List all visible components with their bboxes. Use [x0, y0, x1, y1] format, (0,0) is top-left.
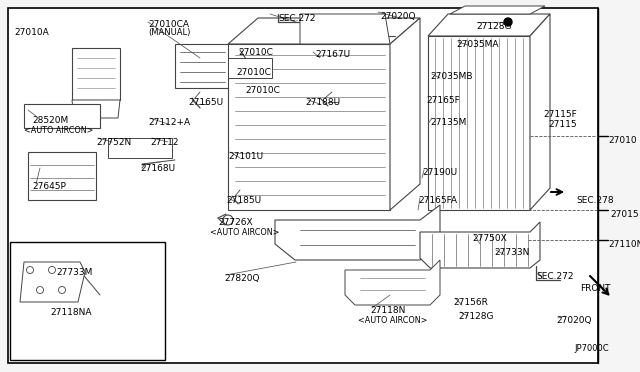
- Polygon shape: [28, 152, 96, 200]
- Text: 27185U: 27185U: [226, 196, 261, 205]
- Circle shape: [504, 18, 512, 26]
- Circle shape: [58, 286, 65, 294]
- Text: 27110N: 27110N: [608, 240, 640, 249]
- Text: 27733N: 27733N: [494, 248, 529, 257]
- Polygon shape: [20, 262, 85, 302]
- Circle shape: [26, 266, 33, 273]
- Polygon shape: [428, 14, 550, 36]
- Circle shape: [223, 215, 233, 225]
- Text: JP7000C: JP7000C: [574, 344, 609, 353]
- Text: 27020Q: 27020Q: [380, 12, 415, 21]
- Text: FRONT: FRONT: [580, 284, 611, 293]
- Text: 27752N: 27752N: [96, 138, 131, 147]
- Text: 27010C: 27010C: [236, 68, 271, 77]
- Text: 27010A: 27010A: [14, 28, 49, 37]
- Text: 27010C: 27010C: [238, 48, 273, 57]
- Polygon shape: [175, 44, 230, 88]
- Text: 27165F: 27165F: [426, 96, 460, 105]
- Text: 27165FA: 27165FA: [418, 196, 457, 205]
- Circle shape: [49, 266, 56, 273]
- Polygon shape: [345, 260, 440, 305]
- Text: 27167U: 27167U: [315, 50, 350, 59]
- Polygon shape: [228, 44, 390, 210]
- Polygon shape: [390, 18, 420, 210]
- Text: <AUTO AIRCON>: <AUTO AIRCON>: [24, 126, 93, 135]
- Text: SEC.272: SEC.272: [278, 14, 316, 23]
- Text: <AUTO AIRCON>: <AUTO AIRCON>: [210, 228, 280, 237]
- Bar: [10, 242, 165, 360]
- Text: 27112+A: 27112+A: [148, 118, 190, 127]
- Text: 27115: 27115: [548, 120, 577, 129]
- Polygon shape: [24, 104, 100, 128]
- Text: 27010: 27010: [608, 136, 637, 145]
- Polygon shape: [428, 36, 530, 210]
- Text: 27820Q: 27820Q: [224, 274, 259, 283]
- Text: 27645P: 27645P: [32, 182, 66, 191]
- Text: 27128G: 27128G: [476, 22, 511, 31]
- Text: 27010CA: 27010CA: [148, 20, 189, 29]
- Polygon shape: [530, 14, 550, 210]
- Polygon shape: [275, 205, 440, 260]
- Text: (MANUAL): (MANUAL): [148, 28, 190, 37]
- Text: 27168U: 27168U: [140, 164, 175, 173]
- Polygon shape: [228, 18, 420, 44]
- Text: 27156R: 27156R: [453, 298, 488, 307]
- Text: 27188U: 27188U: [305, 98, 340, 107]
- Text: 27020Q: 27020Q: [556, 316, 591, 325]
- Text: 27135M: 27135M: [430, 118, 467, 127]
- Text: SEC.278: SEC.278: [576, 196, 614, 205]
- Text: 27118N: 27118N: [370, 306, 405, 315]
- Polygon shape: [72, 100, 120, 118]
- Text: 27035MB: 27035MB: [430, 72, 472, 81]
- Text: <AUTO AIRCON>: <AUTO AIRCON>: [358, 316, 428, 325]
- Polygon shape: [300, 14, 390, 44]
- Text: 27190U: 27190U: [422, 168, 457, 177]
- Polygon shape: [228, 58, 272, 78]
- Text: 27118NA: 27118NA: [50, 308, 92, 317]
- Polygon shape: [420, 222, 540, 268]
- Text: 27035MA: 27035MA: [456, 40, 499, 49]
- Text: 27101U: 27101U: [228, 152, 263, 161]
- Text: 27128G: 27128G: [458, 312, 493, 321]
- Text: 27733M: 27733M: [56, 268, 92, 277]
- Text: SEC.272: SEC.272: [536, 272, 573, 281]
- Polygon shape: [450, 6, 545, 14]
- Text: 27015: 27015: [610, 210, 639, 219]
- Text: 28520M: 28520M: [32, 116, 68, 125]
- Text: 27165U: 27165U: [188, 98, 223, 107]
- Polygon shape: [72, 48, 120, 100]
- Text: 27010C: 27010C: [245, 86, 280, 95]
- Circle shape: [36, 286, 44, 294]
- Text: 27726X: 27726X: [218, 218, 253, 227]
- Polygon shape: [108, 138, 172, 158]
- Text: 27112: 27112: [150, 138, 179, 147]
- Text: 27115F: 27115F: [543, 110, 577, 119]
- Text: 27750X: 27750X: [472, 234, 507, 243]
